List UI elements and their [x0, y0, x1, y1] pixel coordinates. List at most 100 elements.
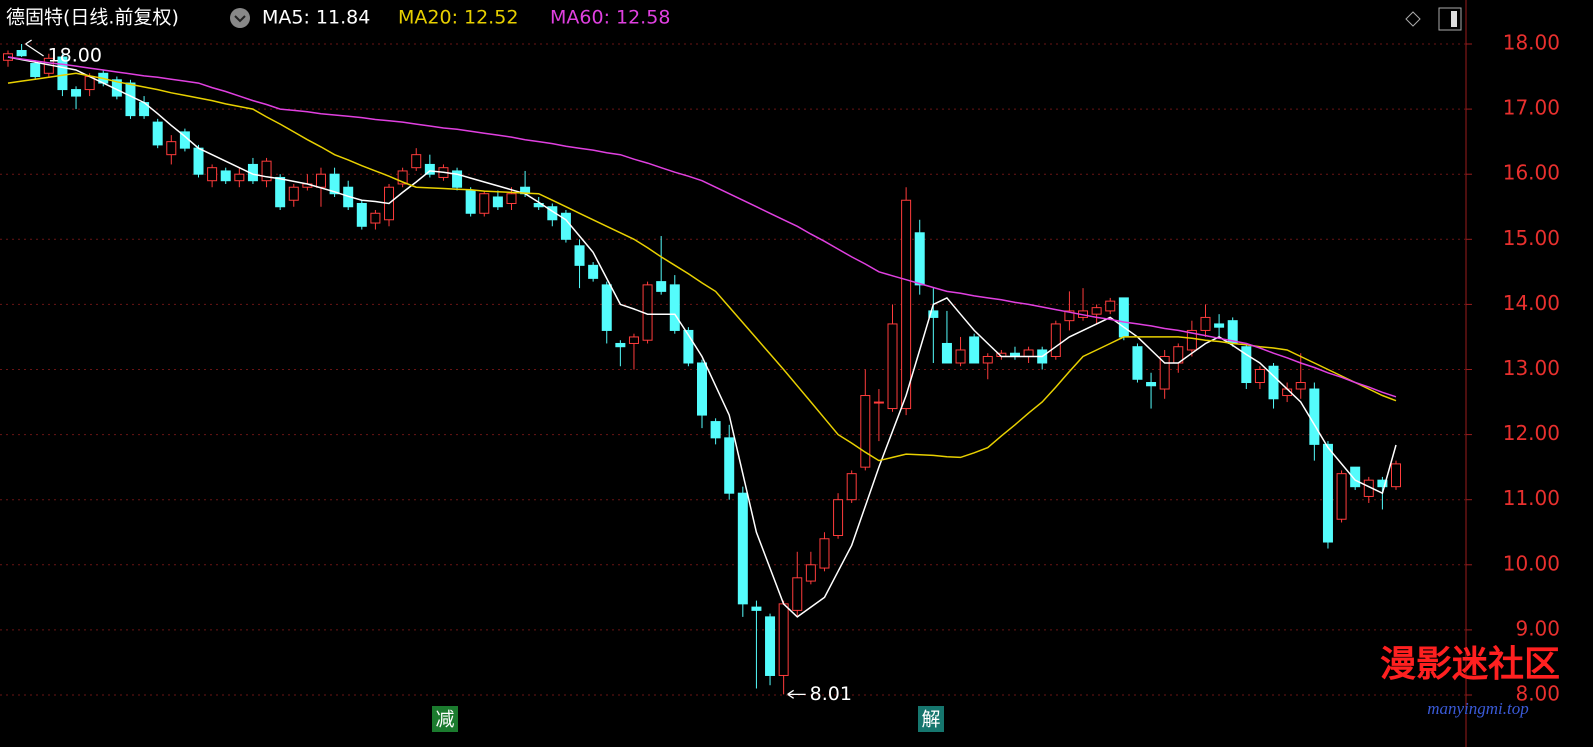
candle-body — [275, 176, 286, 208]
legend-ma60: MA60: 12.58 — [550, 7, 670, 29]
candle-body — [1200, 316, 1211, 331]
candle-body — [152, 121, 163, 146]
settings-chevron — [234, 15, 246, 23]
candle-body — [329, 173, 340, 195]
y-tick-label: 17.00 — [1503, 96, 1560, 120]
annotation-label: 8.01 — [810, 683, 852, 705]
y-tick-label: 8.00 — [1515, 682, 1560, 706]
candle-body — [315, 173, 326, 188]
watermark-url: manyingmi.top — [1427, 699, 1529, 718]
candle-body — [751, 606, 762, 611]
annotation-arrow — [25, 39, 44, 57]
candle-body — [397, 170, 408, 185]
candle-body — [805, 564, 816, 582]
candle-body — [819, 538, 830, 569]
candle-body — [1050, 323, 1061, 357]
candle-body — [1132, 346, 1143, 380]
y-tick-label: 9.00 — [1515, 616, 1560, 640]
candle-body — [1268, 365, 1279, 400]
candle-body — [615, 342, 626, 348]
ma-line — [7, 56, 1397, 398]
candle-body — [125, 82, 136, 117]
candle-body — [901, 199, 912, 410]
candle-body — [969, 336, 980, 364]
candle-body — [669, 284, 680, 331]
candle-body — [57, 56, 68, 91]
legend-ma20: MA20: 12.52 — [398, 7, 518, 29]
y-tick-label: 10.00 — [1503, 551, 1560, 575]
chart-title: 德固特(日线.前复权) — [6, 7, 179, 29]
candle-body — [1105, 300, 1116, 312]
watermark: 漫影迷社区 — [1380, 644, 1560, 685]
candle-body — [30, 63, 41, 78]
candle-body — [1350, 466, 1361, 488]
candle-body — [207, 167, 218, 182]
candle-body — [1146, 382, 1157, 387]
candle-body — [1064, 310, 1075, 322]
candle-body — [860, 395, 871, 468]
candle-body — [1118, 297, 1129, 338]
candle-body — [1214, 323, 1225, 328]
event-marker: 解 — [921, 709, 940, 731]
marker-box — [432, 706, 458, 732]
candle-body — [601, 284, 612, 331]
candle-body — [724, 437, 735, 494]
candle-body — [697, 362, 707, 416]
candle-body — [846, 473, 857, 501]
candle-body — [1391, 463, 1401, 488]
ma-line — [7, 72, 1397, 462]
candle-body — [833, 499, 844, 537]
settings-icon[interactable] — [230, 8, 250, 28]
candle-body — [356, 202, 367, 227]
candle-body — [166, 141, 177, 156]
candle-body — [1322, 443, 1333, 543]
panel-icon[interactable] — [1438, 7, 1462, 31]
candle-body — [193, 147, 204, 175]
candle-body — [261, 160, 272, 182]
candle-body — [955, 349, 966, 364]
marker-box — [918, 706, 944, 732]
y-tick-label: 18.00 — [1503, 31, 1560, 55]
candle-body — [1186, 329, 1197, 351]
candle-body — [982, 355, 993, 364]
y-tick-label: 14.00 — [1503, 291, 1560, 315]
candle-body — [656, 281, 667, 292]
y-tick-label: 11.00 — [1503, 486, 1560, 510]
candle-body — [16, 50, 27, 57]
y-tick-label: 16.00 — [1503, 161, 1560, 185]
candle-body — [710, 421, 721, 439]
candle-body — [1241, 346, 1252, 384]
candle-body — [465, 189, 476, 214]
candle-body — [452, 170, 463, 188]
candle-body — [928, 310, 939, 318]
candle-body — [1023, 349, 1034, 357]
candle-body — [1295, 382, 1306, 390]
event-marker: 减 — [435, 709, 454, 731]
candle-body — [778, 603, 789, 676]
candle-body — [234, 173, 245, 182]
candle-body — [765, 616, 776, 676]
candle-body — [588, 264, 599, 279]
legend-ma5: MA5: 11.84 — [262, 7, 370, 29]
candle-body — [683, 329, 694, 364]
candle-body — [737, 492, 748, 605]
candle-body — [941, 342, 952, 364]
candle-body — [506, 193, 517, 204]
y-tick-label: 15.00 — [1503, 226, 1560, 250]
candle-body — [792, 577, 803, 611]
diamond-icon[interactable] — [1405, 11, 1421, 27]
candle-body — [288, 186, 299, 201]
candle-body — [1336, 473, 1347, 520]
candle-body — [1159, 355, 1170, 390]
ma-line — [7, 56, 1397, 618]
candle-body — [574, 245, 585, 266]
candle-body — [1091, 307, 1102, 315]
panel-icon-bar — [1451, 11, 1457, 27]
candle-body — [1377, 479, 1388, 488]
candle-body — [873, 401, 884, 404]
candle-body — [220, 170, 231, 182]
candle-body — [628, 336, 639, 344]
candle-body — [370, 212, 381, 224]
